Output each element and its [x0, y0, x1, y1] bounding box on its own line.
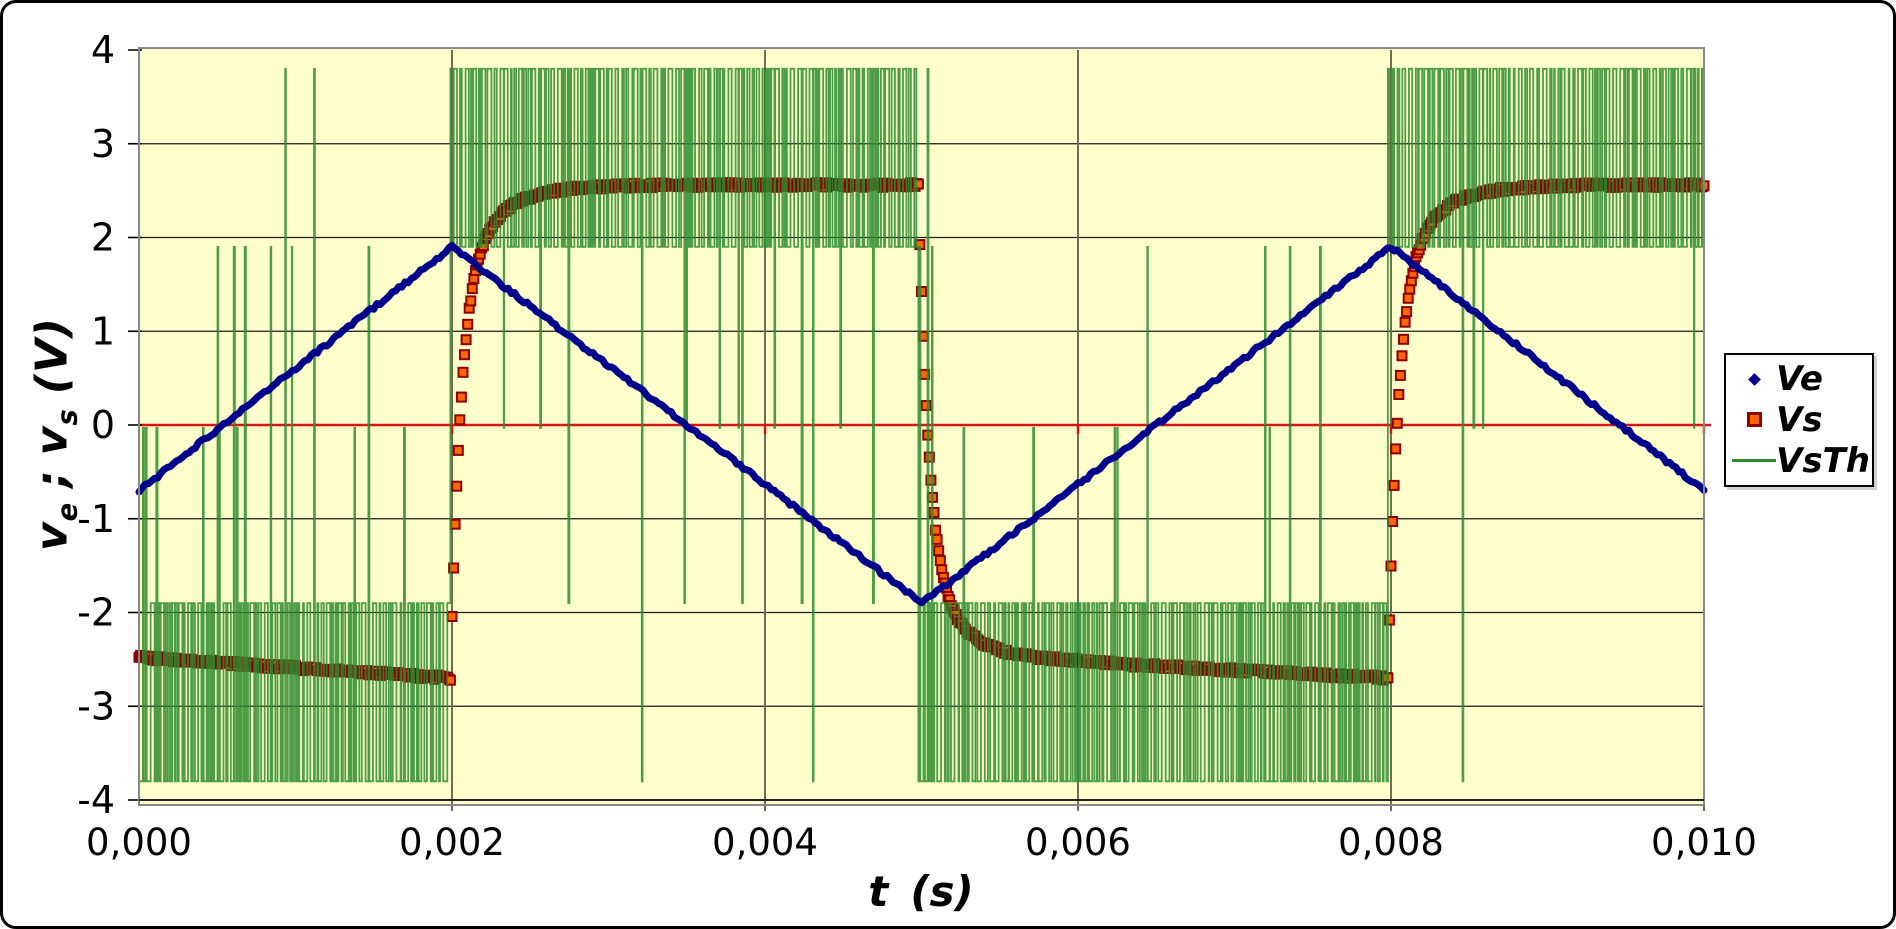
y-tick-label: -2 — [77, 591, 115, 635]
y-tick-label: -3 — [77, 684, 115, 728]
legend-item-vsth: VsTh — [1732, 444, 1870, 478]
y-tick-label: 0 — [91, 403, 115, 447]
y-title-ve: ve — [26, 501, 84, 551]
y-tick-label: 4 — [91, 28, 115, 72]
y-tick-label: 3 — [91, 122, 115, 166]
y-axis-title: ve; vs (V) — [27, 303, 84, 551]
y-title-separator: ; — [26, 469, 78, 488]
legend-label-vsth: VsTh — [1776, 440, 1870, 481]
x-tick-label: 0,008 — [1338, 821, 1444, 864]
x-axis-title: t (s) — [868, 867, 973, 916]
y-title-unit: (V) — [26, 317, 78, 395]
x-title-unit: (s) — [910, 867, 974, 916]
legend-label-ve: Ve — [1776, 359, 1823, 400]
y-tick-label: -4 — [77, 778, 115, 822]
legend-label-vs: Vs — [1776, 399, 1823, 440]
x-tick-label: 0,010 — [1651, 821, 1757, 864]
vs-square-marker-icon — [1746, 412, 1762, 428]
x-tick-label: 0,000 — [86, 821, 192, 864]
x-tick-label: 0,002 — [399, 821, 505, 864]
x-tick-label: 0,004 — [712, 821, 818, 864]
y-tick-label: -1 — [77, 497, 115, 541]
series-vsth — [139, 67, 1705, 783]
legend-item-ve: Ve — [1732, 362, 1866, 396]
ve-diamond-marker-icon — [1747, 372, 1761, 386]
plot-frame — [138, 47, 1705, 806]
x-title-symbol: t — [868, 867, 889, 916]
series-ve — [135, 242, 1708, 607]
y-tick-label: 2 — [91, 216, 115, 260]
legend-item-vs: Vs — [1732, 403, 1866, 437]
y-title-vs: vs — [26, 408, 84, 456]
legend: Ve Vs VsTh — [1724, 353, 1874, 487]
vsth-line-marker-icon — [1732, 459, 1776, 463]
x-tick-label: 0,006 — [1025, 821, 1131, 864]
y-tick-label: 1 — [91, 309, 115, 353]
waveform-plot: 4 3 2 1 0 -1 -2 -3 -40,000 0,002 0,004 0,006 0,008 0,… — [77, 28, 1757, 864]
